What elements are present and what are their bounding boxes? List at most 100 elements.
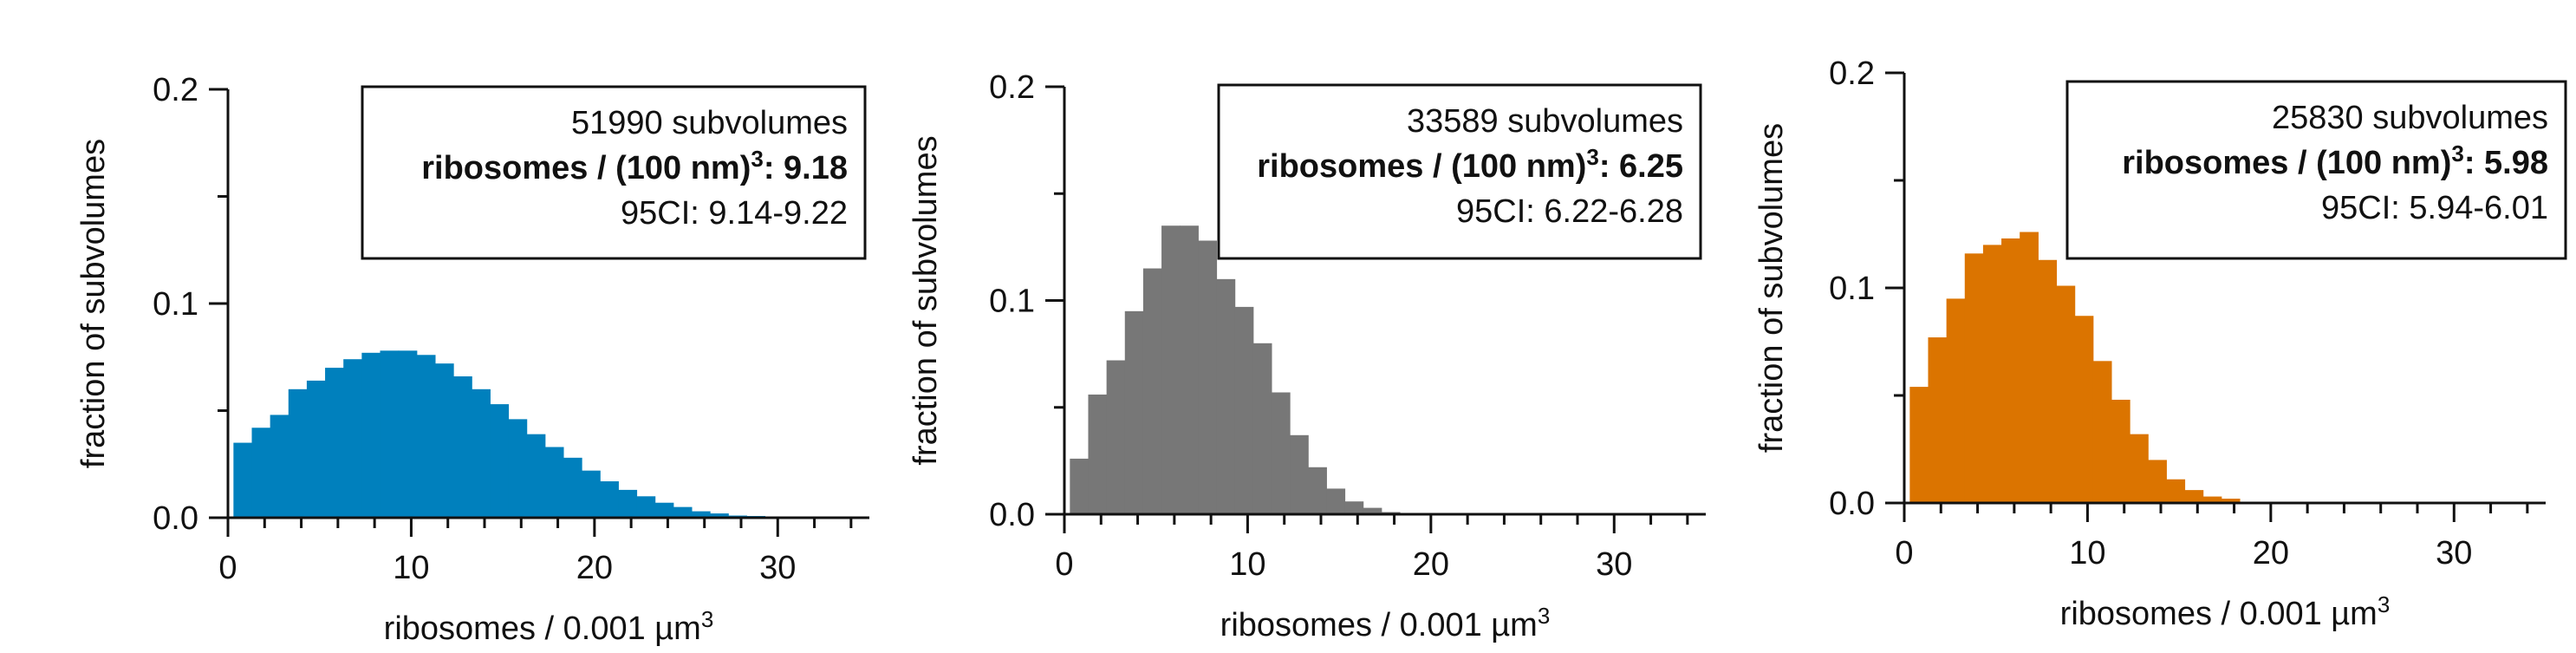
histogram-bar [1198, 240, 1218, 514]
annotation-density: ribosomes / (100 nm)3: 6.25 [1257, 144, 1683, 185]
annotation-count: 33589 subvolumes [1407, 103, 1683, 140]
histogram-bar [1271, 392, 1291, 514]
histogram-bar [472, 389, 491, 518]
histogram-bar [1124, 310, 1144, 514]
histogram-bar [1161, 225, 1181, 514]
x-tick-label: 30 [2436, 535, 2472, 571]
histogram-bar [398, 350, 418, 518]
histogram-bar [2202, 496, 2222, 503]
histogram-bar [2074, 316, 2094, 503]
histogram-bar [563, 457, 582, 518]
histogram-bar [270, 415, 289, 518]
x-axis-label: ribosomes / 0.001 µm3 [384, 606, 714, 647]
annotation-density-prefix: ribosomes / (100 nm) [421, 150, 751, 186]
histogram-bar [508, 419, 528, 518]
annotation-count: 25830 subvolumes [2272, 100, 2548, 136]
annotation-density: ribosomes / (100 nm)3: 9.18 [421, 146, 848, 186]
histogram-bar [526, 434, 546, 518]
x-axis-label-sup: 3 [1538, 603, 1550, 629]
histogram-bar [288, 389, 308, 518]
histogram-bar [2092, 361, 2112, 503]
histogram-bar [618, 489, 638, 518]
x-tick-label: 20 [2253, 535, 2289, 571]
y-axis-label: fraction of subvolumes [1753, 123, 1790, 453]
y-axis-label: fraction of subvolumes [75, 139, 112, 468]
histogram-bar [2221, 499, 2241, 503]
x-tick-label: 20 [576, 550, 613, 586]
histogram-bar [2148, 460, 2167, 503]
annotation-frame [2065, 80, 2567, 260]
histogram-bar [1363, 507, 1382, 514]
histogram-bar [1946, 298, 1966, 503]
histogram-bar [2020, 232, 2039, 503]
y-axis-label: fraction of subvolumes [907, 135, 944, 465]
histogram-bar [1909, 387, 1929, 503]
histogram-bar [343, 359, 362, 518]
y-tick-label: 0.2 [153, 72, 198, 108]
histogram-bar [2130, 434, 2149, 503]
histogram-bars [1070, 225, 1401, 514]
annotation-density-prefix: ribosomes / (100 nm) [1257, 148, 1586, 185]
histogram-bar [2001, 238, 2020, 503]
annotation-density-sup: 3 [751, 146, 763, 172]
histogram-bar [1216, 278, 1236, 514]
histogram-bar [2184, 490, 2204, 503]
x-axis-label-text: ribosomes / 0.001 µm [384, 611, 701, 647]
histogram-bar [1308, 467, 1327, 514]
y-tick-label: 0.1 [989, 284, 1035, 320]
histogram-bar [233, 442, 253, 518]
histogram-bar [251, 428, 271, 518]
histogram-bar [1234, 306, 1254, 514]
histogram-bar [582, 470, 601, 518]
histogram-bar [1088, 394, 1108, 514]
x-axis-label-text: ribosomes / 0.001 µm [2060, 596, 2378, 632]
annotation-box: 25830 subvolumes ribosomes / (100 nm)3: 5… [2065, 80, 2567, 260]
histogram-bar [1982, 245, 2002, 503]
x-axis-label-text: ribosomes / 0.001 µm [1220, 607, 1538, 643]
histogram-bar [636, 496, 656, 518]
x-tick-label: 10 [1229, 546, 1265, 583]
annotation-density-value: : 6.25 [1599, 148, 1683, 185]
histogram-bar [1252, 343, 1272, 514]
histogram-bar [600, 481, 619, 518]
histogram-bar [691, 511, 711, 518]
histogram-bar [2038, 259, 2058, 503]
x-tick-label: 30 [1596, 546, 1632, 583]
histogram-bar [1964, 253, 1984, 503]
histogram-bar [1928, 337, 1948, 503]
histogram-bar [434, 363, 454, 518]
histogram-bar [1180, 225, 1199, 514]
histogram-bar [490, 404, 510, 518]
x-axis-label: ribosomes / 0.001 µm3 [2060, 591, 2391, 632]
annotation-density-sup: 3 [2451, 140, 2463, 167]
histogram-bar [1290, 434, 1309, 514]
annotation-density-sup: 3 [1586, 144, 1598, 170]
annotation-ci: 95CI: 5.94-6.01 [2321, 190, 2548, 226]
histogram-bar [654, 502, 674, 518]
histogram-bar [1344, 501, 1364, 514]
x-axis-label-sup: 3 [2378, 591, 2390, 617]
annotation-ci: 95CI: 6.22-6.28 [1456, 193, 1683, 230]
annotation-frame [1217, 83, 1702, 260]
histogram-bar [380, 350, 400, 518]
histogram-bar [2056, 285, 2076, 503]
histogram-bars [233, 350, 784, 518]
histogram-bars [1909, 232, 2241, 503]
histogram-bar [1070, 458, 1090, 514]
histogram-bar [673, 506, 693, 518]
x-tick-label: 30 [759, 550, 796, 586]
x-axis-label-sup: 3 [701, 606, 713, 632]
histogram-bar [361, 352, 381, 518]
x-tick-label: 0 [1055, 546, 1073, 583]
y-tick-label: 0.1 [1829, 271, 1875, 307]
annotation-frame [361, 85, 867, 260]
histogram-bar [416, 355, 436, 518]
x-tick-label: 20 [1413, 546, 1449, 583]
y-tick-label: 0.1 [153, 286, 198, 323]
annotation-box: 51990 subvolumes ribosomes / (100 nm)3: 9… [361, 85, 867, 260]
annotation-density-prefix: ribosomes / (100 nm) [2122, 145, 2451, 181]
x-tick-label: 0 [1895, 535, 1913, 571]
